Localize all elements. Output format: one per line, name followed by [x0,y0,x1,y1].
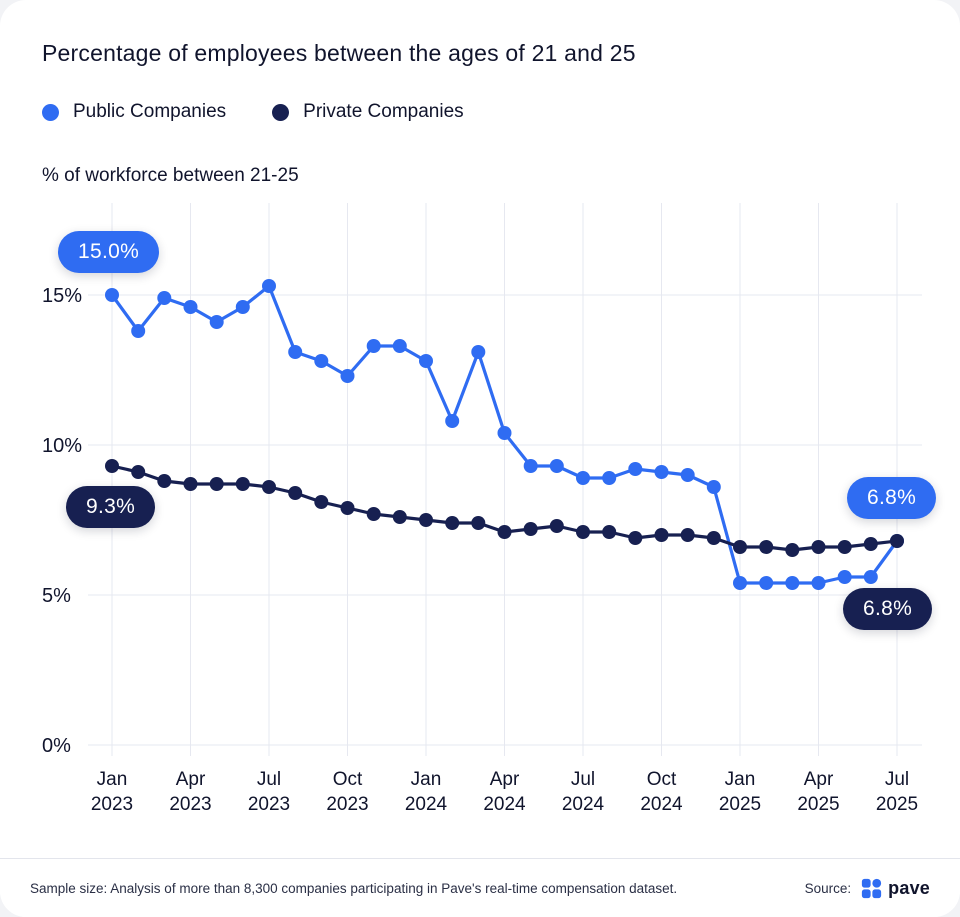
svg-text:Jan: Jan [725,769,756,790]
svg-text:Apr: Apr [804,769,834,790]
svg-text:2023: 2023 [169,794,211,815]
svg-text:Apr: Apr [176,769,206,790]
svg-text:Jul: Jul [571,769,595,790]
svg-text:2025: 2025 [876,794,918,815]
legend: Public Companies Private Companies [42,101,464,123]
svg-text:2025: 2025 [797,794,839,815]
data-label-public-end: 6.8% [847,477,937,519]
svg-text:Apr: Apr [490,769,520,790]
svg-text:Jan: Jan [411,769,442,790]
svg-text:2024: 2024 [640,794,683,815]
pave-logo-icon [862,878,882,898]
private-series-dot-icon [272,103,290,121]
svg-text:Oct: Oct [333,769,363,790]
svg-text:10%: 10% [42,435,82,457]
pave-brand-name: pave [888,877,930,898]
svg-text:2024: 2024 [562,794,605,815]
svg-text:2023: 2023 [248,794,290,815]
data-label-public-start: 15.0% [58,231,160,273]
public-series-dot-icon [42,103,59,121]
source: Source: pave [805,878,930,899]
y-axis-label: % of workforce between 21-25 [42,165,299,186]
svg-text:2024: 2024 [483,794,526,815]
source-label: Source: [804,880,852,896]
svg-text:0%: 0% [42,735,71,757]
pave-brand: pave [861,878,930,899]
svg-text:Jan: Jan [97,769,128,790]
legend-item-public: Public Companies [42,101,226,123]
legend-label-private: Private Companies [303,101,464,122]
svg-text:Oct: Oct [647,769,677,790]
svg-text:2024: 2024 [405,794,448,815]
svg-text:2023: 2023 [91,794,133,815]
chart-title: Percentage of employees between the ages… [42,40,636,66]
svg-text:5%: 5% [42,585,71,607]
footer: Sample size: Analysis of more than 8,300… [0,858,960,917]
svg-text:2023: 2023 [326,794,368,815]
svg-text:2025: 2025 [719,794,761,815]
legend-item-private: Private Companies [272,101,464,123]
svg-text:Jul: Jul [257,769,281,790]
data-label-private-end: 6.8% [843,588,933,630]
data-label-private-start: 9.3% [66,486,156,528]
legend-label-public: Public Companies [73,101,227,122]
sample-size-note: Sample size: Analysis of more than 8,300… [30,880,678,896]
svg-text:15%: 15% [42,285,82,307]
svg-text:Jul: Jul [885,769,909,790]
